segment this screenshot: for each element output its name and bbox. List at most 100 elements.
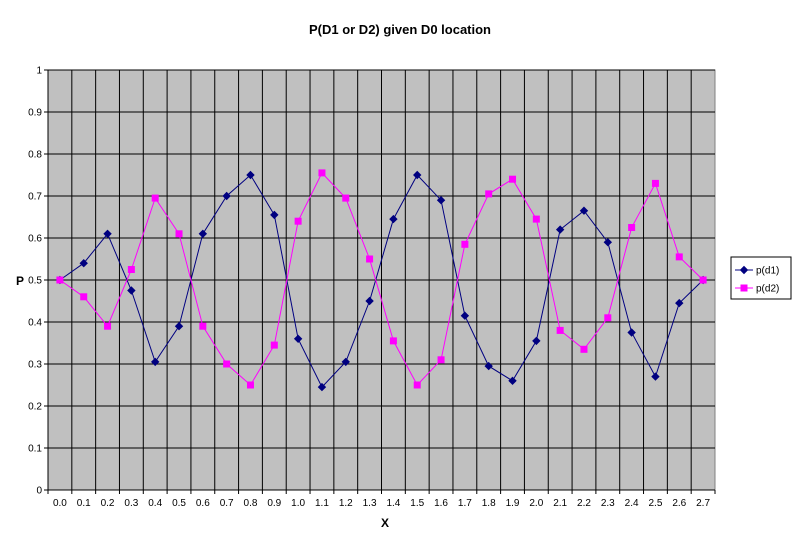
x-tick-label: 1.8 <box>482 498 496 509</box>
data-point <box>508 376 517 386</box>
x-tick-label: 0.6 <box>196 498 210 509</box>
y-tick-label: 0.7 <box>28 192 42 203</box>
data-point <box>365 296 374 306</box>
legend-label: p(d2) <box>756 284 779 295</box>
data-point <box>79 258 88 268</box>
legend-marker <box>739 265 749 275</box>
data-point <box>603 237 613 247</box>
x-tick-label: 0.3 <box>124 498 138 509</box>
series-2 <box>59 172 704 386</box>
data-point <box>127 266 135 273</box>
data-point <box>484 361 493 371</box>
data-point <box>437 356 445 364</box>
x-tick-label: 2.5 <box>648 498 662 509</box>
legend-marker <box>740 284 748 292</box>
data-point <box>223 360 231 368</box>
data-point <box>555 225 565 234</box>
data-point <box>294 217 302 225</box>
data-point <box>222 191 231 201</box>
data-point <box>104 322 112 330</box>
y-tick-label: 0.1 <box>28 444 42 455</box>
plot-area: 0 0.1 0.2 0.3 0.4 0.5 0.6 0.7 0.8 0.9 1 0.0 0.1 0.2 0.… <box>28 66 716 509</box>
y-tick-label: 0.8 <box>28 150 42 161</box>
x-tick-label: 0.8 <box>244 498 258 509</box>
x-tick-label: 1.1 <box>315 498 329 509</box>
data-point <box>556 326 564 334</box>
y-axis-title: P <box>16 274 24 288</box>
data-point <box>318 169 326 177</box>
data-point <box>628 224 636 231</box>
data-point <box>604 314 612 322</box>
data-point <box>150 357 160 367</box>
data-point <box>389 337 397 345</box>
data-point <box>413 170 422 180</box>
x-tick-label: 1.6 <box>434 498 448 509</box>
series-1 <box>59 174 704 388</box>
legend-item: p(d2) <box>735 284 779 295</box>
data-point <box>579 206 589 215</box>
x-tick-label: 2.1 <box>553 498 567 509</box>
x-tick-label: 1.0 <box>291 498 305 509</box>
data-point <box>651 179 659 187</box>
y-tick-label: 0.5 <box>28 276 42 287</box>
legend-box <box>730 256 792 300</box>
data-point <box>246 381 254 389</box>
y-tick-label: 0 <box>36 486 42 497</box>
data-point <box>580 345 588 353</box>
data-point <box>246 170 255 180</box>
data-point <box>151 194 159 202</box>
data-point <box>366 255 374 263</box>
legend-item: p(d1) <box>735 266 779 277</box>
legend-label: p(d1) <box>756 266 779 277</box>
data-point <box>460 311 470 320</box>
series-line <box>59 174 704 388</box>
x-tick-label: 0.0 <box>53 498 67 509</box>
data-point <box>627 328 636 337</box>
x-tick-label: 1.3 <box>363 498 377 509</box>
y-tick-label: 0.2 <box>28 402 42 413</box>
x-axis-title: X <box>381 516 389 530</box>
x-tick-label: 2.7 <box>696 498 710 509</box>
data-point <box>485 190 493 198</box>
x-tick-label: 2.6 <box>672 498 686 509</box>
data-point <box>175 230 183 238</box>
x-tick-label: 2.2 <box>577 498 591 509</box>
y-tick-label: 0.6 <box>28 234 42 245</box>
chart-title: P(D1 or D2) given D0 location <box>309 22 491 37</box>
y-tick-label: 0.4 <box>28 318 42 329</box>
x-tick-label: 0.1 <box>77 498 91 509</box>
data-point <box>675 298 684 308</box>
x-tick-label: 1.5 <box>410 498 424 509</box>
data-point <box>270 341 278 349</box>
data-point <box>413 381 421 389</box>
data-point <box>103 229 112 239</box>
x-tick-label: 1.2 <box>339 498 353 509</box>
x-tick-label: 0.7 <box>220 498 234 509</box>
data-point <box>174 321 184 331</box>
x-tick-label: 1.9 <box>506 498 520 509</box>
data-point <box>341 357 350 367</box>
x-tick-label: 1.4 <box>386 498 400 509</box>
x-tick-label: 0.9 <box>267 498 281 509</box>
data-point <box>270 210 279 220</box>
x-tick-label: 0.2 <box>101 498 115 509</box>
data-point <box>317 382 327 392</box>
data-point <box>56 276 64 284</box>
data-point <box>532 215 540 223</box>
data-point <box>389 214 398 224</box>
x-tick-label: 1.7 <box>458 498 472 509</box>
legend: p(d1) p(d2) <box>730 256 792 300</box>
data-point <box>342 194 350 202</box>
series-line <box>59 172 704 386</box>
data-point <box>461 240 469 248</box>
x-tick-label: 0.5 <box>172 498 186 509</box>
series-1-markers <box>55 170 708 392</box>
data-point <box>675 253 683 261</box>
data-point <box>198 229 208 239</box>
data-point <box>127 286 136 295</box>
x-tick-label: 2.0 <box>529 498 543 509</box>
data-point <box>199 322 207 330</box>
data-point <box>293 334 303 344</box>
